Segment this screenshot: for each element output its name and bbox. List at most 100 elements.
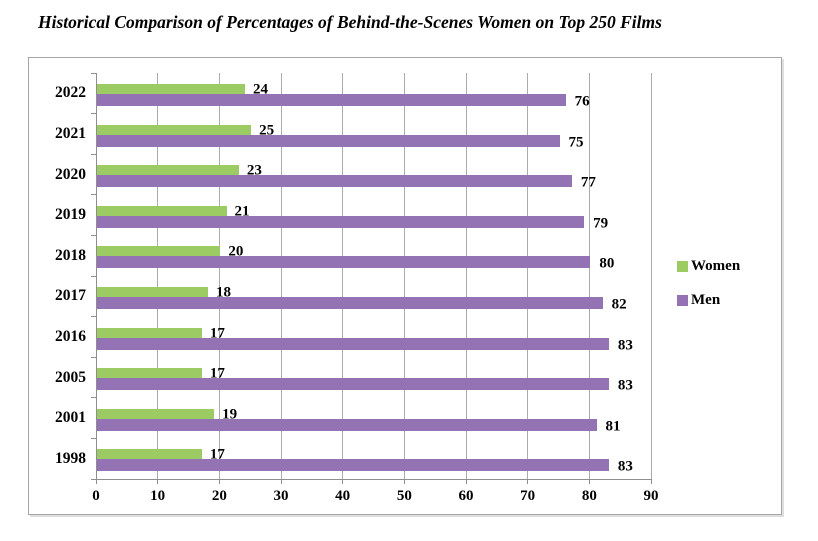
bar-men [97,94,566,106]
data-label-men: 83 [617,458,633,475]
x-tick-label: 40 [335,488,351,504]
data-label-men: 81 [605,418,621,435]
x-tick-label: 20 [211,488,227,504]
x-tick-label: 10 [150,488,166,504]
category-label: 2005 [55,368,86,386]
bar-women [97,449,202,460]
data-label-men: 79 [593,215,609,232]
data-label-men: 77 [580,174,596,191]
x-tick-label: 50 [396,488,412,504]
gridline [650,73,652,479]
bar-women [97,368,202,379]
y-axis-tick [91,397,96,399]
x-tick-label: 90 [643,488,659,504]
y-axis-tick [91,72,96,74]
category-label: 2020 [55,165,86,183]
gridline [527,73,529,479]
y-axis-tick [91,275,96,277]
legend: Women Men [677,258,740,326]
legend-label: Men [691,292,721,308]
x-axis-tick [95,479,97,484]
category-label: 2022 [55,84,86,102]
legend-item-women: Women [677,258,740,275]
x-axis-tick [342,479,344,484]
category-label: 1998 [55,449,86,467]
y-axis-tick [91,437,96,439]
bar-women [97,205,227,216]
data-label-women: 17 [209,325,225,342]
bar-men [97,337,609,350]
bar-women [97,246,221,257]
bar-men [97,175,572,188]
data-label-women: 21 [234,203,250,220]
legend-swatch-women [677,261,688,272]
data-label-men: 75 [568,134,584,151]
category-label: 2001 [55,409,86,427]
bar-women [97,124,252,135]
y-axis-tick [91,316,96,318]
x-axis-tick [465,479,467,484]
x-axis-line [95,479,651,480]
y-axis-tick [91,356,96,358]
data-label-women: 24 [253,81,268,98]
legend-label: Women [691,258,741,274]
bar-men [97,459,609,472]
gridline [588,73,590,479]
data-label-men: 83 [617,377,633,394]
data-label-women: 17 [209,446,225,463]
bar-men [97,134,560,147]
x-axis-tick [527,479,529,484]
y-axis-line [96,73,97,479]
bar-men [97,256,591,269]
x-tick-label: 70 [520,488,536,504]
data-label-women: 25 [259,122,275,139]
bar-men [97,378,609,391]
bar-men [97,215,585,228]
chart-title: Historical Comparison of Percentages of … [38,12,662,32]
x-tick-label: 30 [273,488,289,504]
x-axis-tick [280,479,282,484]
bar-women [97,287,208,297]
category-label: 2017 [55,287,86,305]
bar-women [97,165,239,176]
gridline [465,73,467,479]
chart-frame: 0 10 20 30 40 50 60 70 80 90 24 76 2022 25 75 2021 23 77 2… [28,57,782,515]
bar-women [97,84,245,94]
gridline [342,73,344,479]
plot-area: 0 10 20 30 40 50 60 70 80 90 24 76 2022 25 75 2021 23 77 2… [55,72,659,504]
data-label-men: 80 [599,255,615,272]
gridline [280,73,282,479]
category-label: 2021 [55,124,86,142]
data-label-men: 76 [574,93,590,110]
category-label: 2018 [55,246,86,264]
y-axis-tick [91,478,96,480]
category-label: 2016 [55,327,86,345]
x-tick-label: 0 [92,488,100,504]
y-axis-tick [91,194,96,196]
gridline [157,73,159,479]
legend-item-men: Men [677,292,740,309]
data-label-women: 23 [246,162,262,179]
data-label-women: 17 [209,365,225,382]
bar-men [97,297,603,309]
bar-men [97,418,597,431]
y-axis-tick [91,113,96,115]
gridline [403,73,405,479]
data-label-women: 19 [222,406,238,423]
x-tick-label: 80 [581,488,597,504]
y-axis-tick [91,234,96,236]
data-label-men: 82 [611,296,627,313]
bar-women [97,327,202,338]
x-axis-tick [650,479,652,484]
y-axis-tick [91,153,96,155]
x-tick-label: 60 [458,488,474,504]
x-axis-tick [218,479,220,484]
x-axis-tick [157,479,159,484]
data-label-women: 18 [216,284,231,301]
data-label-women: 20 [228,243,244,260]
bar-women [97,408,215,419]
data-label-men: 83 [617,337,633,354]
x-axis-tick [403,479,405,484]
legend-swatch-men [677,295,688,306]
